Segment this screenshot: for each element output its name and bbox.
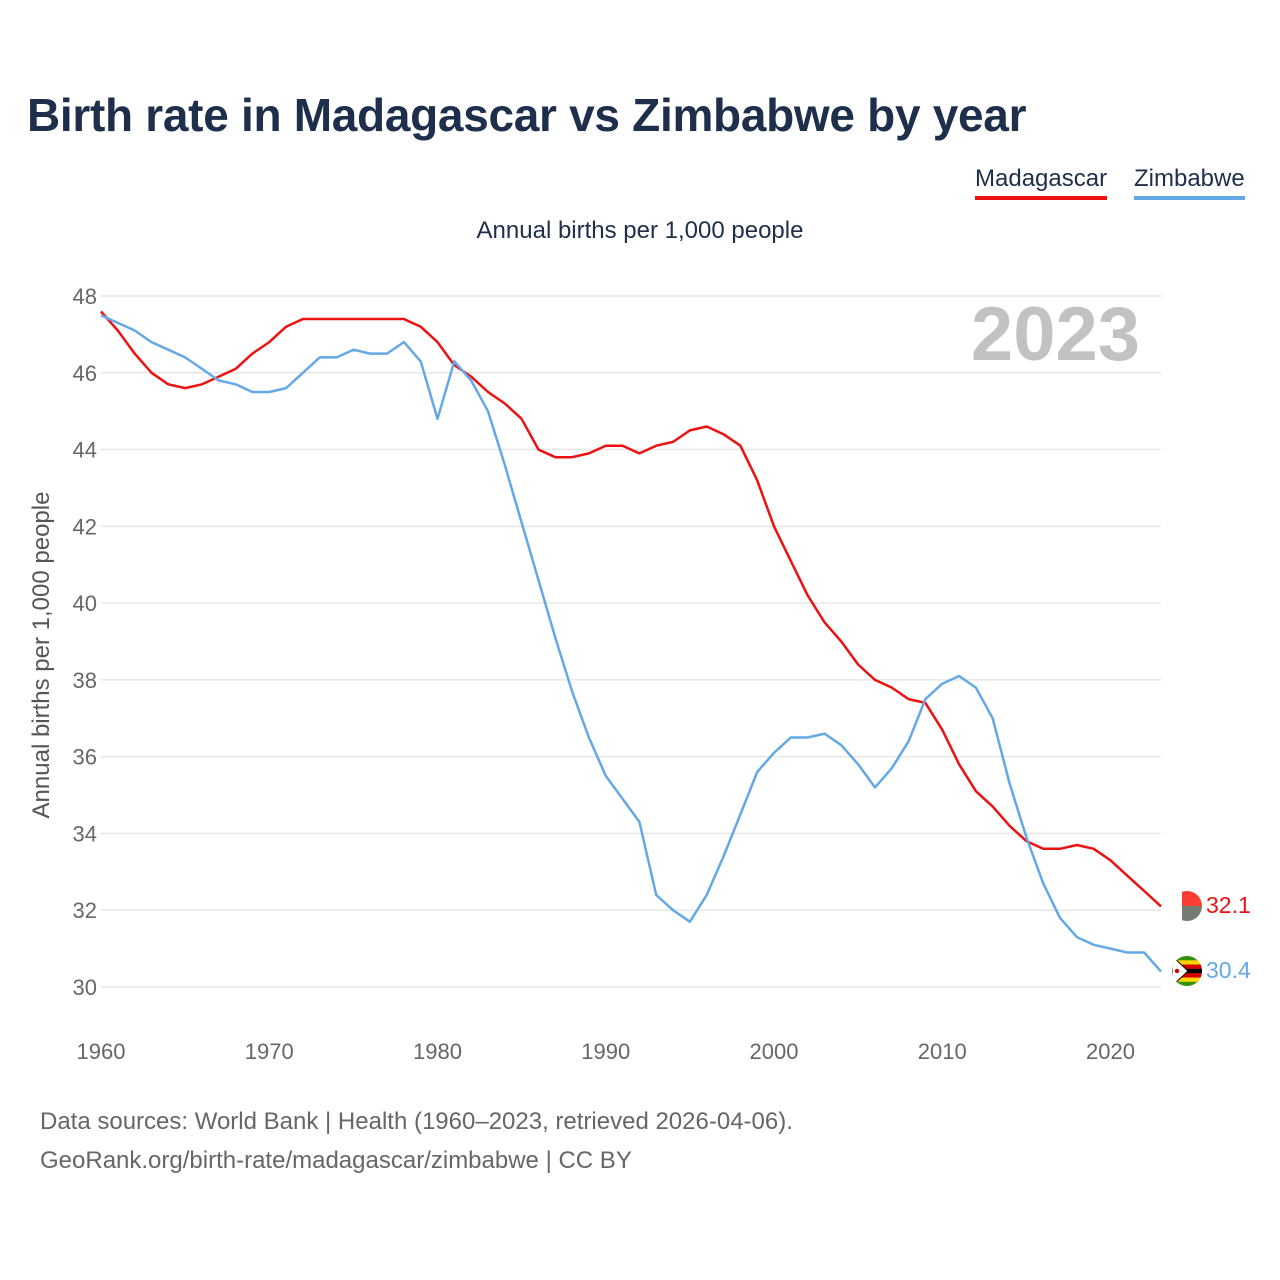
zimbabwe-end-value: 30.4 (1206, 957, 1251, 983)
x-tick-label: 2010 (918, 1039, 967, 1064)
x-tick-label: 1980 (413, 1039, 462, 1064)
legend-item-madagascar[interactable]: Madagascar (975, 165, 1108, 200)
y-tick-label: 34 (73, 821, 97, 846)
madagascar-flag-icon (1172, 891, 1202, 921)
zimbabwe-flag-icon (1172, 956, 1202, 986)
chart-title: Birth rate in Madagascar vs Zimbabwe by … (27, 89, 1027, 141)
y-tick-label: 40 (73, 591, 97, 616)
x-tick-label: 1990 (581, 1039, 630, 1064)
y-tick-label: 46 (73, 361, 97, 386)
series-line-zimbabwe (100, 314, 1162, 973)
x-axis-ticks: 1960 1970 1980 1990 2000 2010 2020 (77, 1039, 1135, 1064)
y-tick-label: 48 (73, 284, 97, 309)
x-tick-label: 1960 (77, 1039, 126, 1064)
y-tick-label: 36 (73, 745, 97, 770)
madagascar-end-value: 32.1 (1206, 892, 1251, 918)
y-axis-ticks: 30 32 34 36 38 40 42 44 46 48 (73, 284, 97, 1000)
series-line-madagascar (100, 310, 1162, 908)
x-tick-label: 1970 (245, 1039, 294, 1064)
legend-item-zimbabwe[interactable]: Zimbabwe (1134, 165, 1245, 200)
source-link[interactable]: GeoRank.org/birth-rate/madagascar/zimbab… (40, 1147, 632, 1174)
series-lines (100, 310, 1162, 973)
x-tick-label: 2000 (750, 1039, 799, 1064)
y-tick-label: 38 (73, 668, 97, 693)
y-tick-label: 44 (73, 438, 97, 463)
y-tick-label: 32 (73, 898, 97, 923)
y-tick-label: 42 (73, 514, 97, 539)
chart-subtitle: Annual births per 1,000 people (476, 217, 804, 244)
data-source-note: Data sources: World Bank | Health (1960–… (40, 1108, 793, 1135)
year-watermark: 2023 (971, 292, 1140, 377)
line-chart: 30 32 34 36 38 40 42 44 46 48 1960 1970 1980 1990 200… (73, 284, 1251, 1064)
gridlines (101, 295, 1161, 988)
y-tick-label: 30 (73, 975, 97, 1000)
x-tick-label: 2020 (1086, 1039, 1135, 1064)
